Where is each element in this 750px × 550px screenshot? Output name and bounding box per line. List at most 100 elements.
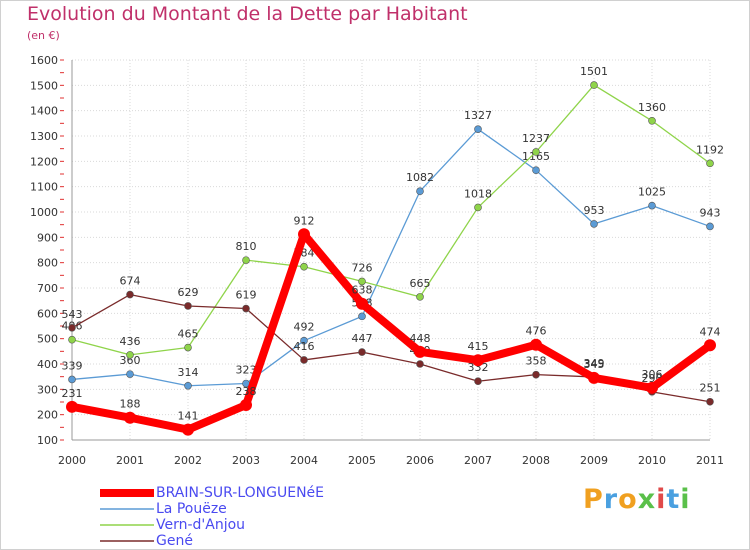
y-tick-label: 1500	[30, 79, 58, 92]
data-point-la-poueze	[416, 187, 424, 196]
y-tick-label: 1600	[30, 54, 58, 67]
data-point-vern-d-anjou	[706, 159, 714, 168]
proxiti-logo: Proxiti	[583, 484, 691, 515]
data-label-gene: 629	[178, 286, 199, 299]
data-point-vern-d-anjou	[184, 343, 192, 352]
x-tick-label: 2006	[406, 454, 434, 467]
legend-label-la-poueze: La Pouëze	[156, 501, 227, 517]
data-label-brain-sur-longuenee: 141	[178, 410, 199, 423]
data-point-gene	[184, 302, 192, 310]
data-label-la-poueze: 323	[236, 364, 257, 377]
data-label-brain-sur-longuenee: 448	[410, 332, 431, 345]
x-tick-label: 2011	[696, 454, 724, 467]
data-label-vern-d-anjou: 436	[120, 335, 141, 348]
y-tick-label: 1200	[30, 155, 58, 168]
y-tick-label: 500	[37, 333, 58, 346]
data-point-vern-d-anjou	[474, 203, 482, 212]
data-label-la-poueze: 1165	[522, 150, 550, 163]
data-label-brain-sur-longuenee: 231	[62, 387, 83, 400]
data-label-brain-sur-longuenee: 912	[294, 214, 315, 227]
data-label-vern-d-anjou: 1018	[464, 187, 492, 200]
data-point-vern-d-anjou	[648, 117, 656, 125]
data-point-brain-sur-longuenee	[356, 297, 368, 310]
data-label-la-poueze: 339	[62, 359, 83, 372]
data-label-vern-d-anjou: 1360	[638, 101, 666, 114]
data-point-brain-sur-longuenee	[530, 338, 542, 351]
logo-letter: P	[583, 484, 604, 515]
data-label-gene: 447	[352, 332, 373, 345]
y-tick-label: 1300	[30, 130, 58, 143]
logo-letter: t	[666, 484, 681, 515]
legend-label-gene: Gené	[156, 533, 193, 549]
data-label-la-poueze: 1082	[406, 171, 434, 184]
series-line-vern-d-anjou	[71, 84, 711, 356]
data-point-gene	[68, 323, 76, 332]
data-label-gene: 416	[294, 340, 315, 353]
series-line-la-poueze	[71, 128, 711, 387]
data-point-vern-d-anjou	[590, 81, 598, 89]
data-label-vern-d-anjou: 665	[410, 277, 431, 290]
y-tick-label: 300	[37, 383, 58, 396]
legend-item-brain: BRAIN-SUR-LONGUENéE	[100, 485, 324, 501]
data-point-vern-d-anjou	[416, 293, 424, 301]
legend-item-vern-d-anjou: Vern-d'Anjou	[100, 517, 324, 533]
data-label-vern-d-anjou: 1237	[522, 132, 550, 145]
data-label-la-poueze: 360	[120, 354, 141, 367]
x-tick-label: 2009	[580, 454, 608, 467]
data-point-la-poueze	[126, 370, 134, 378]
data-point-brain-sur-longuenee	[588, 371, 600, 384]
y-tick-label: 400	[37, 358, 58, 371]
y-tick-label: 200	[37, 409, 58, 422]
chart-title: Evolution du Montant de la Dette par Hab…	[27, 3, 468, 25]
legend: BRAIN-SUR-LONGUENéE La Pouëze Vern-d'Anj…	[100, 485, 324, 549]
data-point-gene	[706, 397, 714, 406]
data-point-la-poueze	[706, 222, 714, 231]
data-label-gene: 251	[700, 382, 721, 395]
data-point-vern-d-anjou	[358, 277, 366, 286]
data-label-vern-d-anjou: 1501	[580, 65, 608, 78]
data-point-brain-sur-longuenee	[182, 423, 194, 436]
data-point-gene	[532, 370, 540, 379]
x-tick-label: 2001	[116, 454, 144, 467]
data-label-vern-d-anjou: 726	[352, 261, 373, 274]
data-label-gene: 349	[584, 357, 605, 370]
data-point-gene	[416, 360, 424, 368]
data-point-la-poueze	[300, 336, 308, 345]
data-point-brain-sur-longuenee	[66, 400, 78, 413]
logo-letter: i	[656, 484, 667, 515]
x-tick-label: 2010	[638, 454, 666, 467]
data-label-brain-sur-longuenee: 188	[120, 398, 141, 411]
data-point-vern-d-anjou	[300, 262, 308, 271]
data-label-brain-sur-longuenee: 306	[642, 368, 663, 381]
chart-subtitle: (en €)	[27, 29, 60, 42]
x-tick-label: 2003	[232, 454, 260, 467]
data-point-brain-sur-longuenee	[472, 354, 484, 367]
data-label-brain-sur-longuenee: 638	[352, 284, 373, 297]
y-tick-label: 800	[37, 257, 58, 270]
x-tick-label: 2007	[464, 454, 492, 467]
y-tick-label: 700	[37, 282, 58, 295]
data-label-gene: 674	[120, 275, 141, 288]
x-tick-label: 2008	[522, 454, 550, 467]
data-point-brain-sur-longuenee	[240, 399, 252, 412]
x-tick-label: 2000	[58, 454, 86, 467]
data-label-brain-sur-longuenee: 345	[584, 358, 605, 371]
data-label-vern-d-anjou: 810	[236, 240, 257, 253]
logo-letter: x	[637, 484, 657, 515]
x-tick-label: 2004	[290, 454, 318, 467]
data-point-la-poueze	[184, 381, 192, 390]
y-tick-label: 1100	[30, 181, 58, 194]
data-label-brain-sur-longuenee: 238	[236, 385, 257, 398]
data-label-brain-sur-longuenee: 474	[700, 325, 721, 338]
data-label-gene: 358	[526, 355, 547, 368]
data-point-vern-d-anjou	[68, 335, 76, 344]
data-label-brain-sur-longuenee: 415	[468, 340, 489, 353]
series-line-gene	[71, 293, 711, 403]
logo-letter: i	[680, 484, 691, 515]
data-point-brain-sur-longuenee	[646, 381, 658, 394]
y-tick-label: 1400	[30, 105, 58, 118]
data-label-la-poueze: 1327	[464, 109, 492, 122]
data-point-la-poueze	[474, 125, 482, 133]
data-label-la-poueze: 1025	[638, 186, 666, 199]
